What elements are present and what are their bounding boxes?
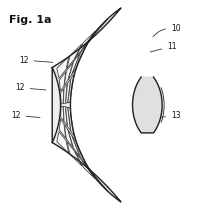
Text: 12: 12 (19, 56, 53, 65)
Polygon shape (68, 107, 74, 136)
Polygon shape (83, 18, 109, 48)
Polygon shape (57, 57, 69, 78)
Text: 12: 12 (15, 83, 46, 92)
Polygon shape (75, 31, 95, 58)
Polygon shape (83, 162, 109, 192)
Polygon shape (72, 136, 87, 166)
Polygon shape (68, 74, 74, 103)
Polygon shape (133, 77, 162, 133)
Text: 13: 13 (160, 111, 181, 120)
Polygon shape (68, 130, 80, 157)
Polygon shape (59, 119, 66, 138)
Polygon shape (52, 8, 121, 202)
Polygon shape (67, 142, 82, 166)
Polygon shape (63, 106, 67, 126)
Polygon shape (67, 44, 82, 68)
Text: 10: 10 (153, 24, 181, 37)
Text: Fig. 1a: Fig. 1a (9, 15, 52, 25)
Polygon shape (64, 63, 73, 85)
Polygon shape (57, 132, 69, 153)
Polygon shape (61, 89, 64, 104)
Text: 12: 12 (11, 111, 40, 120)
Polygon shape (66, 79, 71, 103)
Polygon shape (68, 53, 80, 80)
Polygon shape (75, 152, 95, 179)
Polygon shape (59, 72, 66, 91)
Polygon shape (64, 125, 73, 147)
Polygon shape (72, 44, 87, 74)
Polygon shape (63, 84, 67, 104)
Text: 11: 11 (150, 42, 177, 52)
Polygon shape (61, 106, 64, 121)
Polygon shape (66, 107, 71, 131)
